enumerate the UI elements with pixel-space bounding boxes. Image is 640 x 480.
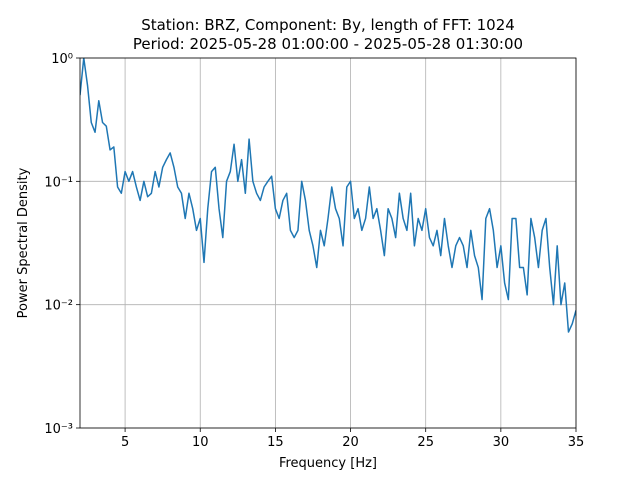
y-tick-label: 10⁻³: [44, 422, 73, 437]
chart-subtitle: Period: 2025-05-28 01:00:00 - 2025-05-28…: [133, 35, 523, 53]
y-tick-label: 10⁻¹: [44, 175, 73, 190]
chart-title: Station: BRZ, Component: By, length of F…: [141, 16, 515, 34]
x-tick-label: 35: [568, 435, 585, 450]
x-tick-label: 20: [342, 435, 359, 450]
x-tick-label: 30: [493, 435, 510, 450]
x-tick-label: 25: [417, 435, 434, 450]
x-tick-label: 5: [121, 435, 129, 450]
y-tick-label: 10⁰: [51, 52, 73, 67]
x-tick-label: 15: [267, 435, 284, 450]
plot-frame: [79, 57, 577, 429]
x-tick-label: 10: [192, 435, 209, 450]
y-axis-label: Power Spectral Density: [16, 167, 31, 318]
x-axis-label: Frequency [Hz]: [279, 456, 377, 471]
data-line: [80, 58, 576, 333]
y-tick-label: 10⁻²: [44, 299, 73, 314]
